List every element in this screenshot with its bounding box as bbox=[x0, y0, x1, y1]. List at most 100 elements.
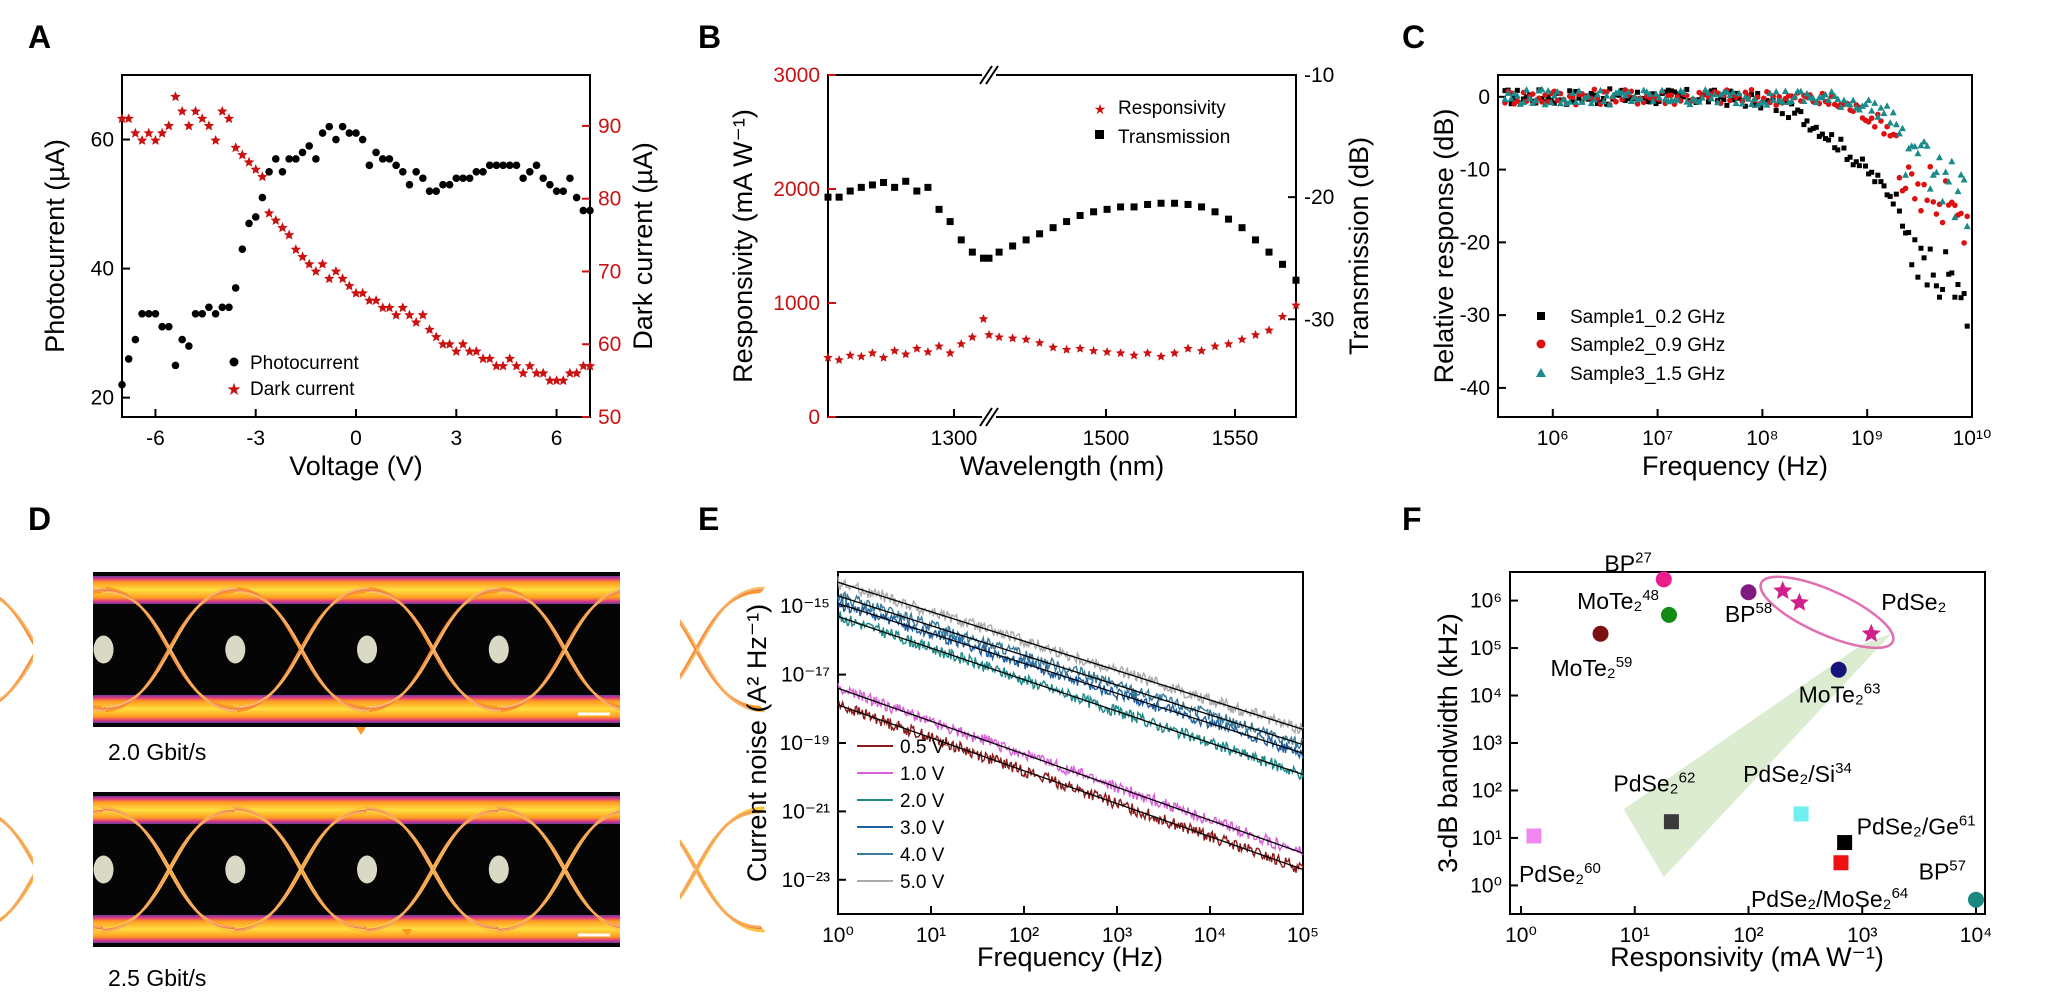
panel-f-point bbox=[1526, 828, 1542, 844]
panel-c-sample3-point bbox=[1883, 102, 1891, 109]
panel-a-ytick-right-label: 90 bbox=[598, 115, 621, 138]
panel-b-responsivity-point bbox=[967, 332, 978, 342]
panel-c-sample1-point bbox=[1856, 163, 1862, 169]
eye-crossing-highlight bbox=[488, 855, 509, 884]
panel-a-photocurrent-point bbox=[372, 148, 380, 157]
panel-f-point-label: MoTe₂59 bbox=[1551, 654, 1633, 681]
panel-a-photocurrent-point bbox=[231, 284, 240, 292]
panel-a-photocurrent-point bbox=[171, 361, 180, 370]
panel-a-dark-current-point bbox=[143, 127, 154, 138]
panel-f-shaded-region bbox=[1623, 633, 1892, 878]
panel-b-transmission-point bbox=[1265, 248, 1273, 256]
panel-c-sample3-point bbox=[1920, 138, 1928, 145]
panel-a-ytick-label: 20 bbox=[91, 387, 114, 410]
panel-a-photocurrent-point bbox=[211, 309, 220, 318]
panel-a-photocurrent-point bbox=[546, 180, 554, 189]
panel-c-sample3-point bbox=[1630, 93, 1638, 100]
panel-c-sample1-point bbox=[1764, 98, 1770, 104]
panel-b-transmission-point bbox=[891, 183, 899, 191]
panel-c-sample2-point bbox=[1930, 199, 1937, 205]
panel-b-ylabel-right: Transmission (dB) bbox=[1344, 137, 1374, 355]
panel-c-sample1-point bbox=[1816, 133, 1822, 139]
panel-c-sample3-point bbox=[1760, 98, 1768, 105]
panel-c-sample3-point bbox=[1578, 98, 1586, 105]
panel-a-dark-current-point bbox=[404, 309, 415, 320]
panel-c-sample2-point bbox=[1905, 164, 1912, 170]
panel-a-photocurrent-point bbox=[505, 161, 514, 170]
panel-c-sample3-point bbox=[1868, 107, 1876, 114]
panel-c-sample1-point bbox=[1524, 94, 1530, 100]
panel-c-sample3-point bbox=[1840, 96, 1848, 104]
panel-e-fit-line bbox=[837, 615, 1304, 776]
panel-c-sample1-point bbox=[1903, 230, 1909, 236]
eye-crossing-highlight bbox=[357, 855, 378, 884]
panel-b-legend-responsivity: Responsivity bbox=[1118, 98, 1226, 119]
panel-a-ytick-label: 40 bbox=[91, 258, 114, 281]
eye-right-mask bbox=[620, 572, 680, 727]
panel-a-dark-current-point bbox=[437, 338, 449, 349]
panel-a-photocurrent-point bbox=[472, 167, 481, 176]
panel-b-responsivity-point bbox=[1115, 348, 1126, 358]
panel-c-chart: 10⁶ 10⁷ 10⁸ 10⁹ 10¹⁰ 0 -10 -20 -30 -40 Frequency… bbox=[1429, 74, 1991, 481]
panel-f-ytick-label: 10² bbox=[1472, 779, 1502, 802]
panel-b-transmission-point bbox=[1198, 203, 1206, 211]
panel-a-photocurrent-point bbox=[552, 187, 561, 195]
panel-b-transmission-point bbox=[824, 193, 832, 201]
eye-crossing-highlight bbox=[357, 635, 378, 664]
panel-c-sample3-point bbox=[1892, 120, 1900, 128]
panel-b-responsivity-point bbox=[1048, 342, 1058, 352]
panel-a-photocurrent-point bbox=[285, 155, 293, 163]
panel-c-sample2-point bbox=[1964, 213, 1971, 220]
panel-c-sample1-point bbox=[1952, 294, 1958, 300]
panel-a-dark-current-point bbox=[136, 135, 148, 145]
panel-a-dark-current-point bbox=[484, 353, 495, 364]
panel-e-fit-line bbox=[837, 581, 1304, 731]
eye-left-mask bbox=[33, 572, 93, 727]
panel-e-xtick-label: 10⁵ bbox=[1287, 924, 1319, 947]
panel-c-sample3-point bbox=[1520, 98, 1528, 106]
panel-a-photocurrent-point bbox=[278, 167, 287, 176]
panel-c-sample2-point bbox=[1727, 97, 1733, 104]
panel-f-ytick-label: 10¹ bbox=[1472, 827, 1502, 850]
panel-c-sample1-point bbox=[1893, 191, 1899, 197]
eye-2-label: 2.5 Gbit/s bbox=[108, 965, 206, 991]
eye-crossing-highlight bbox=[225, 855, 246, 884]
panel-c-sample1-point bbox=[1795, 107, 1801, 113]
panel-b-responsivity-point bbox=[1061, 344, 1072, 354]
panel-c-sample3-point bbox=[1729, 88, 1737, 96]
panel-a-photocurrent-point bbox=[318, 129, 327, 137]
panel-b-transmission-point bbox=[857, 183, 865, 191]
panel-a-dark-current-point bbox=[444, 338, 455, 349]
panel-c-sample3-point bbox=[1831, 92, 1839, 99]
panel-c-sample3-point bbox=[1572, 98, 1580, 105]
panel-c-sample1-point bbox=[1724, 102, 1730, 108]
panel-f-point-label: BP57 bbox=[1919, 858, 1966, 885]
panel-b-transmission-point bbox=[1144, 200, 1152, 208]
panel-c-ytick-label: -40 bbox=[1460, 377, 1490, 400]
panel-c-sample3-point bbox=[1590, 96, 1598, 103]
panel-f-point-label: MoTe₂63 bbox=[1799, 681, 1881, 708]
panel-c-sample3-point bbox=[1917, 141, 1925, 149]
panel-a-photocurrent-point bbox=[412, 167, 420, 176]
panel-a-ytick-label: 60 bbox=[91, 129, 114, 152]
panel-b-responsivity-point bbox=[1142, 348, 1153, 358]
panel-a-photocurrent-point bbox=[245, 219, 253, 228]
panel-c-sample1-point bbox=[1896, 208, 1902, 214]
panel-a-photocurrent-point bbox=[118, 380, 126, 389]
panel-c-sample1-point bbox=[1866, 171, 1872, 177]
panel-b-transmission-point bbox=[1090, 208, 1098, 216]
panel-a-dark-current-point bbox=[283, 229, 295, 240]
panel-f-ytick-label: 10⁶ bbox=[1470, 590, 1502, 613]
panel-c-sample3-point bbox=[1655, 93, 1663, 101]
panel-c-sample3-point bbox=[1834, 95, 1842, 102]
panel-c-sample3-point bbox=[1898, 124, 1906, 132]
panel-a-photocurrent-point bbox=[151, 309, 160, 318]
panel-c-sample1-point bbox=[1807, 127, 1813, 133]
panel-a-photocurrent-point bbox=[519, 174, 527, 183]
panel-b-frame bbox=[827, 74, 1297, 418]
panel-a-dark-current-point bbox=[297, 251, 308, 262]
panel-a-dark-current-point bbox=[504, 353, 515, 364]
panel-c-xtick-label: 10⁷ bbox=[1642, 427, 1673, 450]
panel-a-legend-photocurrent: Photocurrent bbox=[250, 353, 360, 374]
panel-b-transmission-point bbox=[1252, 236, 1260, 244]
